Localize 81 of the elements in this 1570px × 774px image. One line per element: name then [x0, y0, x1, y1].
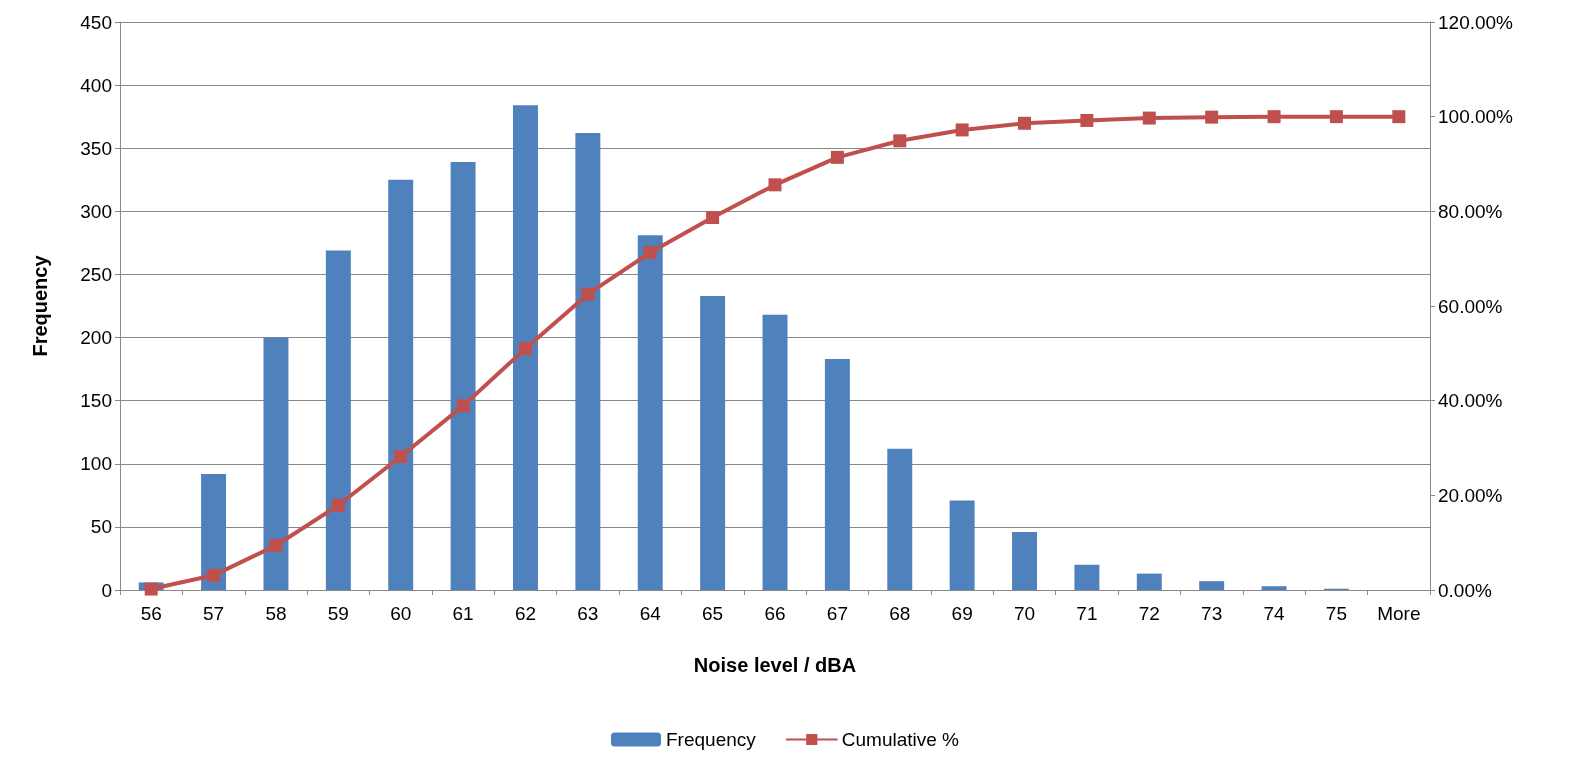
x-tick-label: 62 [514, 603, 537, 624]
bar [325, 250, 351, 590]
bar [1074, 564, 1100, 590]
bar [762, 314, 788, 590]
x-tick-label: 56 [140, 603, 162, 624]
x-tick-label: 72 [1138, 603, 1160, 624]
point [706, 210, 720, 224]
x-tick-label: 67 [826, 603, 848, 624]
y-tick-label: 200 [80, 327, 112, 349]
point [581, 287, 595, 301]
point [518, 342, 532, 356]
legend-label: Cumulative % [841, 729, 960, 750]
y2-tick-label: 80.00% [1438, 200, 1503, 222]
point [1329, 110, 1343, 124]
bar [1261, 586, 1287, 590]
y-tick-label: 450 [80, 11, 112, 33]
y2-tick-label: 40.00% [1438, 390, 1503, 412]
bar [1136, 573, 1162, 590]
bar [1199, 581, 1225, 590]
y-tick-label: 400 [80, 74, 112, 96]
bar [1012, 531, 1037, 590]
x-tick-label: 66 [764, 603, 786, 624]
point [331, 498, 345, 512]
point [1392, 110, 1406, 124]
bar [637, 235, 663, 590]
bar [388, 179, 414, 590]
x-tick-label: 69 [951, 603, 973, 624]
point [456, 399, 470, 413]
y2-tick-label: 100.00% [1438, 106, 1514, 128]
x-tick-label: 64 [639, 603, 662, 624]
y-tick-label: 50 [90, 516, 112, 538]
x-tick-label: More [1377, 603, 1421, 624]
legend-label: Frequency [666, 729, 757, 750]
point [269, 539, 283, 553]
x-tick-label: 57 [203, 603, 225, 624]
bar [700, 295, 726, 590]
y2-tick-label: 120.00% [1438, 11, 1514, 33]
x-tick-label: 75 [1325, 603, 1347, 624]
y-tick-label: 350 [80, 137, 112, 159]
point [1205, 110, 1219, 124]
point [893, 134, 907, 148]
point [394, 450, 408, 464]
point [207, 568, 221, 582]
point [1018, 116, 1032, 130]
y-tick-label: 150 [80, 390, 112, 412]
bar [513, 105, 538, 590]
x-tick-label: 71 [1076, 603, 1098, 624]
bar [201, 473, 227, 590]
y-tick-label: 0 [101, 579, 112, 601]
bar [450, 162, 476, 590]
point [768, 178, 782, 192]
y2-tick-label: 20.00% [1438, 484, 1503, 506]
x-tick-label: 60 [390, 603, 412, 624]
x-axis-title: Noise level / dBA [693, 654, 857, 676]
x-tick-label: 65 [702, 603, 724, 624]
x-tick-label: 63 [577, 603, 599, 624]
bar [575, 133, 601, 590]
y-tick-label: 100 [80, 453, 112, 475]
point [955, 123, 969, 137]
x-tick-label: 70 [1013, 603, 1036, 624]
x-tick-label: 73 [1201, 603, 1223, 624]
bar [263, 337, 289, 590]
point [144, 582, 158, 596]
bar [949, 500, 975, 590]
point [830, 150, 844, 164]
y2-tick-label: 60.00% [1438, 295, 1503, 317]
y-axis-title: Frequency [29, 254, 51, 357]
y-tick-label: 250 [80, 263, 112, 285]
x-tick-label: 68 [889, 603, 911, 624]
point [643, 246, 657, 260]
y2-tick-label: 0.00% [1438, 579, 1492, 601]
x-tick-label: 61 [452, 603, 474, 624]
x-tick-label: 59 [327, 603, 349, 624]
x-tick-label: 58 [265, 603, 287, 624]
y-tick-label: 300 [80, 200, 112, 222]
x-tick-label: 74 [1263, 603, 1286, 624]
bar [887, 448, 913, 590]
point [1080, 113, 1094, 127]
point [1142, 111, 1156, 125]
point [1267, 110, 1281, 124]
bar [824, 359, 850, 590]
